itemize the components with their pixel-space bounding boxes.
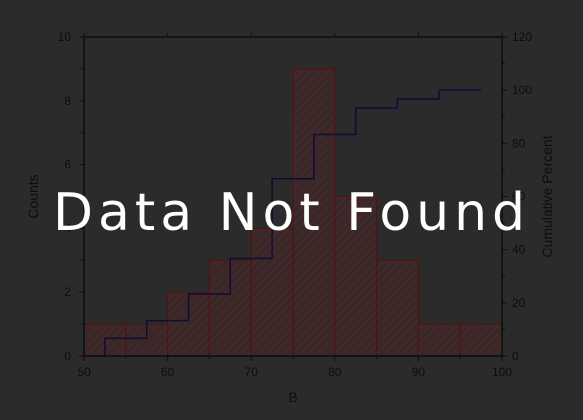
y-tick-label: 2 xyxy=(64,285,71,299)
x-axis-title: B xyxy=(288,389,297,405)
y2-tick-label: 80 xyxy=(512,136,526,150)
x-tick-label: 50 xyxy=(77,365,91,379)
y-tick-label: 8 xyxy=(64,94,71,108)
y2-tick-label: 40 xyxy=(512,243,526,257)
y2-tick-label: 120 xyxy=(512,30,532,44)
cumulative-percent-line xyxy=(104,89,482,356)
x-tick-label: 90 xyxy=(412,365,426,379)
y-axis-title: Counts xyxy=(25,174,41,218)
y-tick-label: 10 xyxy=(58,30,72,44)
histogram-bar-hatch xyxy=(376,259,419,357)
axes-layer xyxy=(79,33,507,361)
cumulative-layer xyxy=(104,89,482,356)
y2-axis-title: Cumulative Percent xyxy=(539,135,555,257)
y-tick-label: 6 xyxy=(64,158,71,172)
x-tick-label: 100 xyxy=(492,365,512,379)
y2-tick-label: 0 xyxy=(512,349,519,363)
labels-layer: 50 60 70 80 90 1000246810020406080100120BCoun… xyxy=(25,30,555,405)
y2-tick-label: 20 xyxy=(512,296,526,310)
histogram-bar-hatch xyxy=(334,196,378,357)
y-tick-label: 0 xyxy=(64,349,71,363)
y2-tick-label: 100 xyxy=(512,83,532,97)
x-tick-label: 80 xyxy=(328,365,342,379)
y2-tick-label: 60 xyxy=(512,190,526,204)
histogram-bar-hatch xyxy=(459,323,503,357)
bars-layer xyxy=(83,68,503,357)
x-tick-label: 60 xyxy=(161,365,175,379)
histogram-bar-hatch xyxy=(292,68,336,357)
y-tick-label: 4 xyxy=(64,221,71,235)
histogram-bar-hatch xyxy=(417,323,461,357)
x-tick-label: 70 xyxy=(245,365,259,379)
